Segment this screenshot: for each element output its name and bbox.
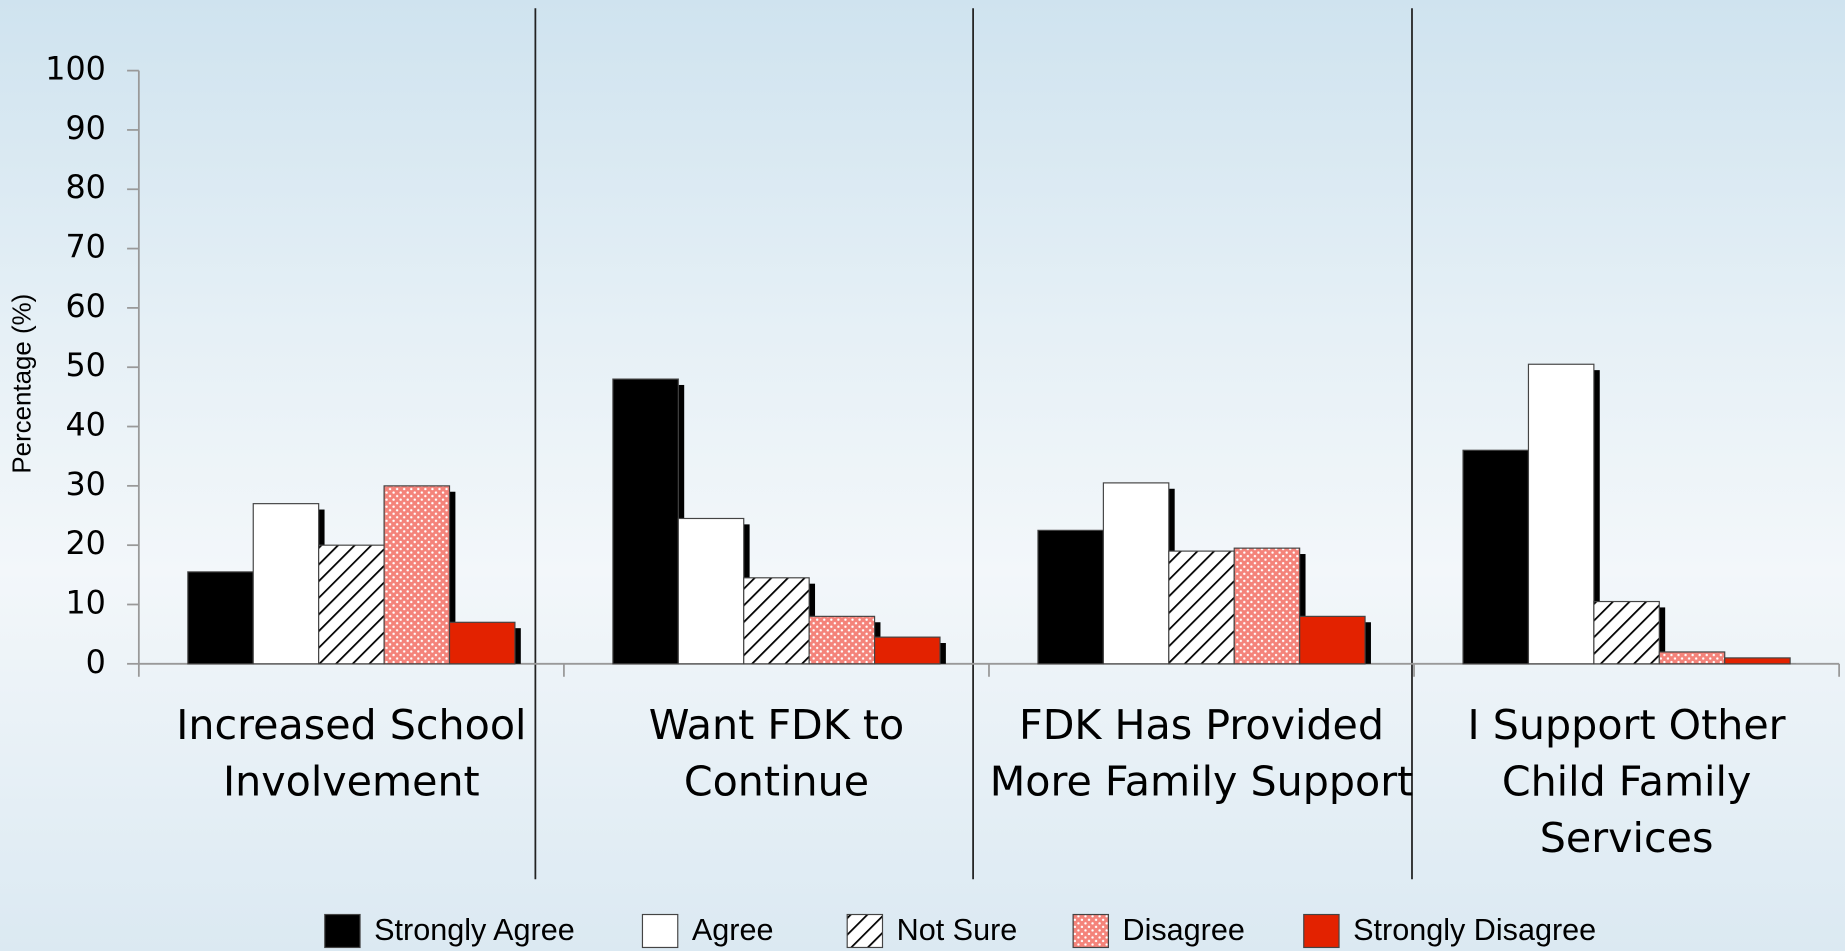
- bar-shadow: [1365, 622, 1371, 664]
- dividers: [534, 8, 1413, 880]
- bar-shadow: [1593, 370, 1600, 664]
- bar: [1299, 615, 1366, 665]
- bar-shadow: [940, 643, 946, 664]
- y-tick-label: 100: [45, 52, 106, 88]
- y-tick-label: 40: [65, 408, 105, 444]
- bar: [1593, 600, 1660, 665]
- bar: [383, 485, 451, 665]
- legend-swatch: [846, 913, 884, 949]
- bar-shadow: [1659, 607, 1666, 664]
- y-tick-label: 70: [65, 230, 105, 266]
- y-tick-label: 50: [65, 348, 105, 384]
- bar: [612, 378, 679, 665]
- y-axis-label: Percentage (%): [8, 294, 36, 474]
- bar: [448, 621, 516, 665]
- y-tick-label: 20: [65, 526, 105, 562]
- legend-swatch: [1303, 913, 1340, 949]
- legend-label: Strongly Agree: [374, 913, 575, 947]
- legend-label: Strongly Disagree: [1353, 913, 1596, 947]
- bar: [1102, 482, 1170, 665]
- bar-shadow: [449, 491, 456, 664]
- bar: [187, 571, 254, 665]
- y-tick-label: 0: [86, 645, 106, 681]
- legend-label: Disagree: [1123, 913, 1245, 947]
- legend-swatch: [1072, 913, 1110, 949]
- x-tick-label: FDK Has Provided More Family Support: [989, 702, 1414, 807]
- bar: [808, 615, 876, 665]
- bar-shadow: [514, 628, 521, 664]
- y-tick-label: 10: [65, 585, 105, 621]
- bar: [1168, 550, 1235, 665]
- bar: [873, 636, 941, 665]
- bar: [1724, 657, 1791, 665]
- x-tick-label: I Support Other Child Family Services: [1467, 702, 1786, 863]
- y-tick-label: 30: [65, 467, 105, 503]
- bar: [318, 544, 385, 665]
- y-tick-label: 60: [65, 289, 105, 325]
- bar: [1037, 529, 1104, 665]
- bar-shadow: [1299, 554, 1306, 664]
- y-tick-label: 90: [65, 111, 105, 147]
- x-tick-label: Want FDK to Continue: [648, 702, 905, 807]
- bar: [1527, 363, 1595, 665]
- legend-label: Agree: [692, 913, 774, 947]
- legend-label: Not Sure: [897, 913, 1018, 947]
- bar: [252, 503, 320, 665]
- bar: [1233, 547, 1301, 665]
- bar: [1658, 651, 1726, 665]
- y-tick-label: 80: [65, 170, 105, 206]
- x-tick-label: Increased School Involvement: [176, 702, 527, 807]
- bar: [1462, 449, 1530, 665]
- legend-swatch: [324, 913, 361, 949]
- bar: [743, 577, 810, 665]
- bar: [677, 517, 745, 665]
- legend-swatch: [641, 913, 679, 949]
